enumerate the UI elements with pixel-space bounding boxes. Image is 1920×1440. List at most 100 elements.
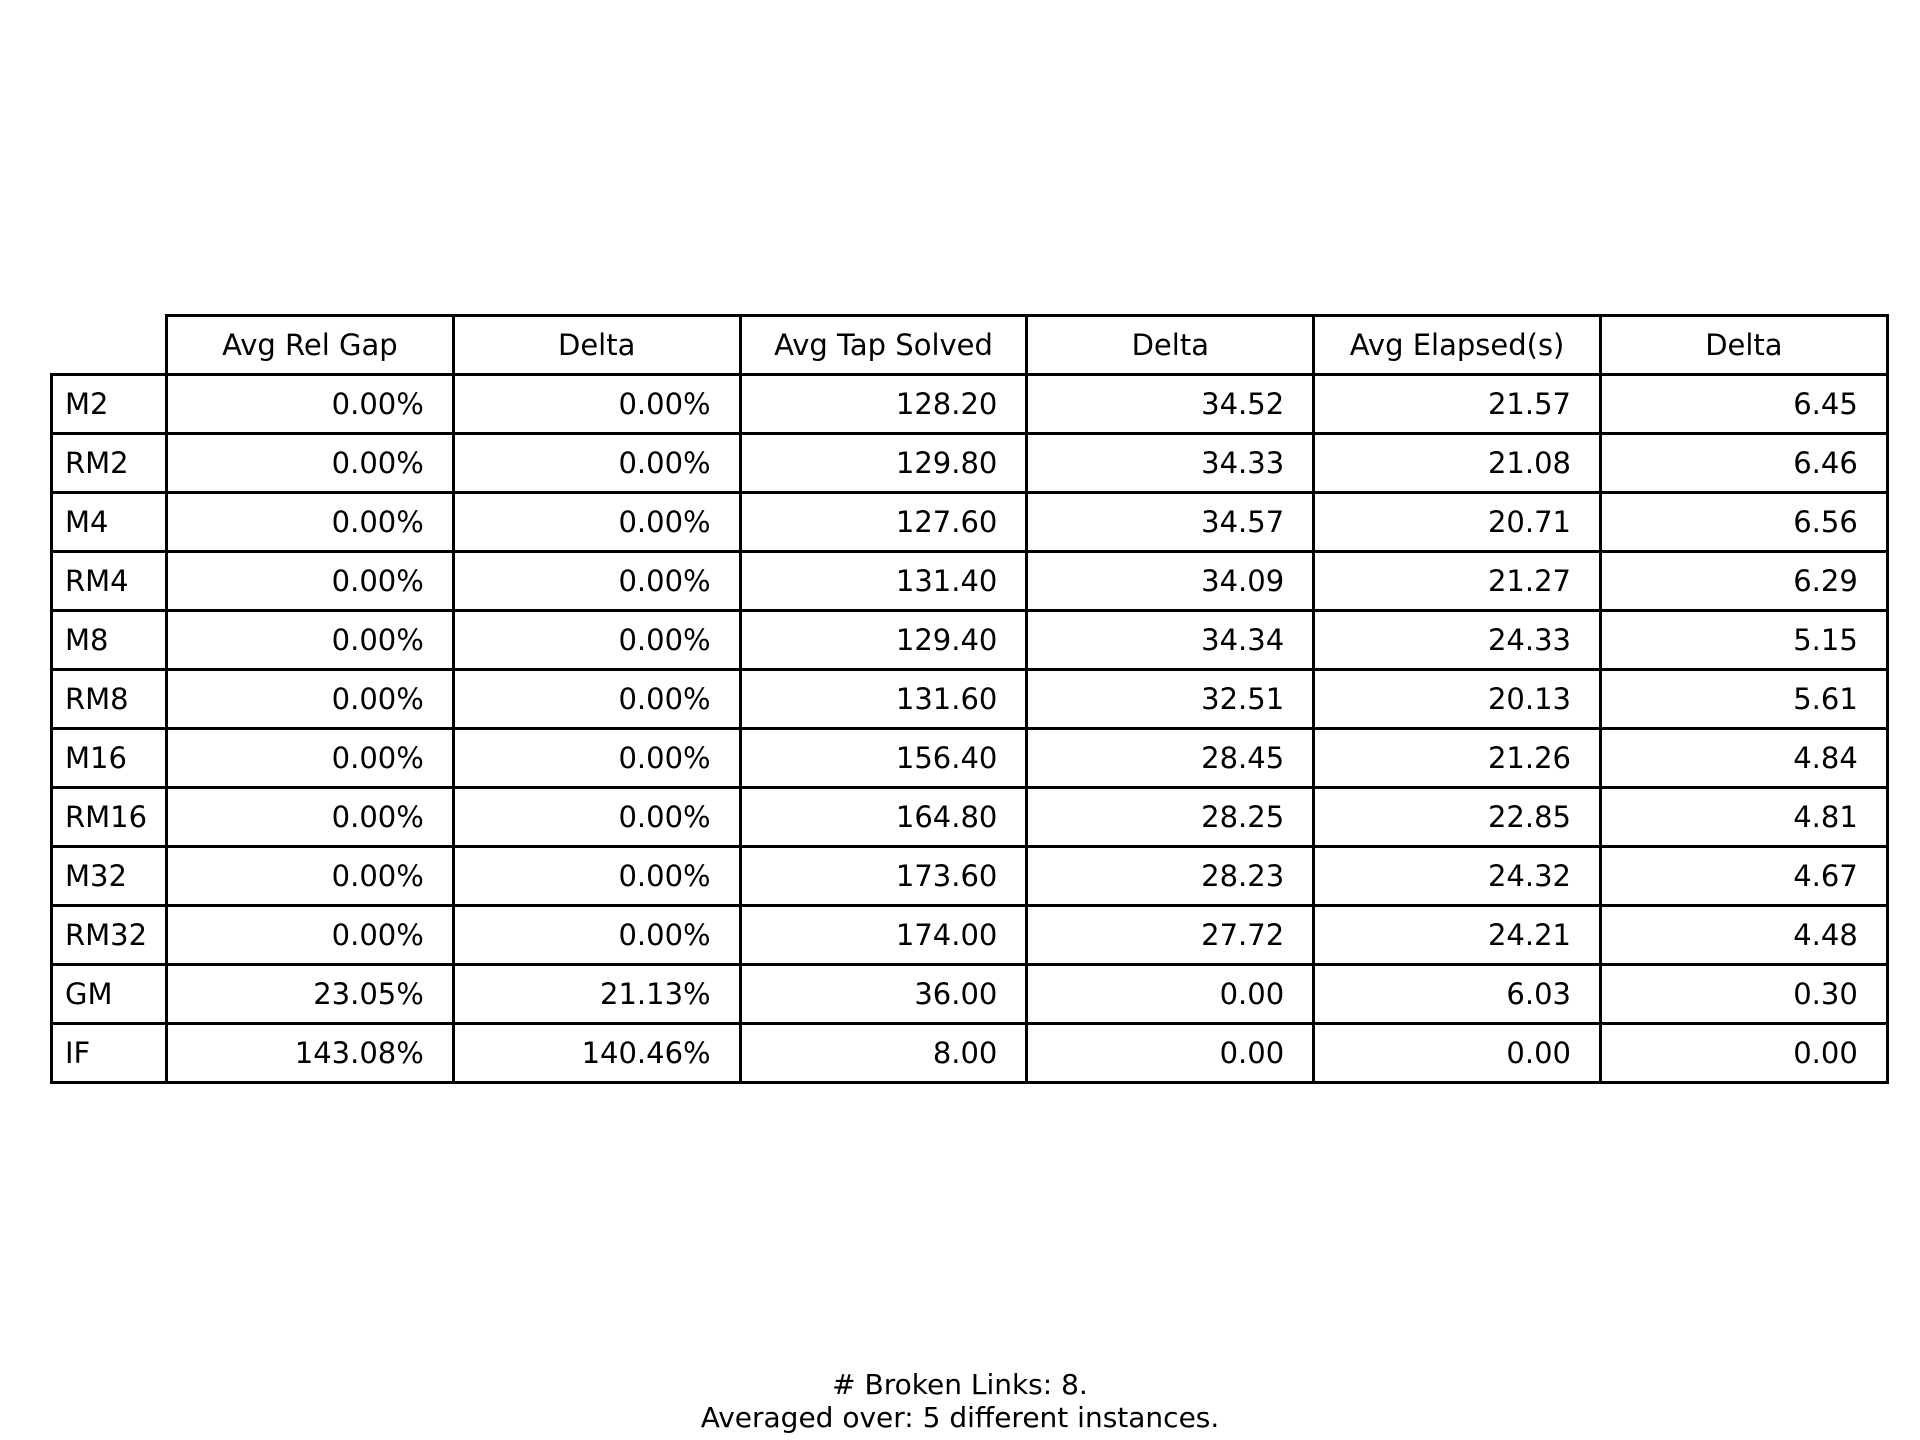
table-row: IF 143.08% 140.46% 8.00 0.00 0.00 0.00 (50, 1022, 1889, 1084)
header-avg-elapsed: Avg Elapsed(s) (1312, 314, 1602, 376)
cell-delta-rel-gap: 0.00% (451, 904, 742, 966)
cell-avg-tap-solved: 129.80 (738, 432, 1029, 494)
cell-delta-elapsed: 6.45 (1598, 373, 1889, 435)
cell-delta-elapsed: 6.29 (1598, 550, 1889, 612)
cell-delta-elapsed: 4.67 (1598, 845, 1889, 907)
cell-delta-rel-gap: 140.46% (451, 1022, 742, 1084)
cell-avg-tap-solved: 131.40 (738, 550, 1029, 612)
cell-delta-rel-gap: 0.00% (451, 845, 742, 907)
table-row: RM4 0.00% 0.00% 131.40 34.09 21.27 6.29 (50, 550, 1889, 612)
cell-delta-tap-solved: 0.00 (1025, 1022, 1316, 1084)
table-row: M32 0.00% 0.00% 173.60 28.23 24.32 4.67 (50, 845, 1889, 907)
table-row: RM32 0.00% 0.00% 174.00 27.72 24.21 4.48 (50, 904, 1889, 966)
cell-avg-rel-gap: 0.00% (165, 550, 455, 612)
cell-delta-elapsed: 4.48 (1598, 904, 1889, 966)
cell-avg-rel-gap: 23.05% (165, 963, 455, 1025)
row-label-cell: RM8 (50, 668, 168, 730)
table-row: M16 0.00% 0.00% 156.40 28.45 21.26 4.84 (50, 727, 1889, 789)
table-row: M4 0.00% 0.00% 127.60 34.57 20.71 6.56 (50, 491, 1889, 553)
header-delta-rel-gap: Delta (451, 314, 742, 376)
table-footer: # Broken Links: 8. Averaged over: 5 diff… (0, 1368, 1920, 1434)
cell-delta-rel-gap: 0.00% (451, 609, 742, 671)
results-table-container: Avg Rel Gap Delta Avg Tap Solved Delta A… (50, 314, 1889, 1084)
cell-avg-elapsed: 24.21 (1312, 904, 1602, 966)
cell-delta-tap-solved: 28.25 (1025, 786, 1316, 848)
cell-delta-rel-gap: 0.00% (451, 668, 742, 730)
row-label-cell: RM32 (50, 904, 168, 966)
cell-avg-rel-gap: 0.00% (165, 609, 455, 671)
cell-avg-rel-gap: 0.00% (165, 727, 455, 789)
cell-avg-tap-solved: 127.60 (738, 491, 1029, 553)
cell-delta-tap-solved: 28.45 (1025, 727, 1316, 789)
cell-delta-tap-solved: 34.34 (1025, 609, 1316, 671)
cell-delta-elapsed: 5.15 (1598, 609, 1889, 671)
table-body: M2 0.00% 0.00% 128.20 34.52 21.57 6.45 RM2 0.00%… (50, 373, 1889, 1084)
cell-delta-rel-gap: 21.13% (451, 963, 742, 1025)
row-label-cell: M32 (50, 845, 168, 907)
row-label-cell: M2 (50, 373, 168, 435)
header-delta-elapsed: Delta (1598, 314, 1889, 376)
table-row: M8 0.00% 0.00% 129.40 34.34 24.33 5.15 (50, 609, 1889, 671)
table-header-row: Avg Rel Gap Delta Avg Tap Solved Delta A… (51, 314, 1889, 376)
cell-avg-tap-solved: 156.40 (738, 727, 1029, 789)
cell-avg-tap-solved: 173.60 (738, 845, 1029, 907)
table-row: RM2 0.00% 0.00% 129.80 34.33 21.08 6.46 (50, 432, 1889, 494)
cell-delta-tap-solved: 34.52 (1025, 373, 1316, 435)
row-label-cell: GM (50, 963, 168, 1025)
row-label-cell: M8 (50, 609, 168, 671)
cell-avg-elapsed: 21.08 (1312, 432, 1602, 494)
cell-delta-elapsed: 5.61 (1598, 668, 1889, 730)
table-row: RM8 0.00% 0.00% 131.60 32.51 20.13 5.61 (50, 668, 1889, 730)
cell-avg-tap-solved: 36.00 (738, 963, 1029, 1025)
cell-avg-elapsed: 21.57 (1312, 373, 1602, 435)
row-label-cell: M16 (50, 727, 168, 789)
cell-delta-tap-solved: 0.00 (1025, 963, 1316, 1025)
cell-avg-elapsed: 22.85 (1312, 786, 1602, 848)
cell-delta-elapsed: 4.81 (1598, 786, 1889, 848)
cell-avg-tap-solved: 8.00 (738, 1022, 1029, 1084)
cell-delta-tap-solved: 32.51 (1025, 668, 1316, 730)
cell-avg-rel-gap: 0.00% (165, 491, 455, 553)
cell-delta-rel-gap: 0.00% (451, 432, 742, 494)
cell-avg-rel-gap: 0.00% (165, 904, 455, 966)
cell-avg-elapsed: 24.33 (1312, 609, 1602, 671)
cell-avg-elapsed: 20.13 (1312, 668, 1602, 730)
cell-avg-tap-solved: 131.60 (738, 668, 1029, 730)
cell-avg-elapsed: 24.32 (1312, 845, 1602, 907)
table-row: M2 0.00% 0.00% 128.20 34.52 21.57 6.45 (50, 373, 1889, 435)
cell-avg-rel-gap: 0.00% (165, 845, 455, 907)
results-table: Avg Rel Gap Delta Avg Tap Solved Delta A… (50, 314, 1889, 1084)
cell-delta-elapsed: 0.00 (1598, 1022, 1889, 1084)
cell-avg-rel-gap: 143.08% (165, 1022, 455, 1084)
cell-delta-elapsed: 4.84 (1598, 727, 1889, 789)
cell-avg-elapsed: 6.03 (1312, 963, 1602, 1025)
cell-delta-rel-gap: 0.00% (451, 491, 742, 553)
row-label-cell: RM4 (50, 550, 168, 612)
cell-avg-tap-solved: 164.80 (738, 786, 1029, 848)
averaged-over-note: Averaged over: 5 different instances. (700, 1401, 1220, 1434)
broken-links-note: # Broken Links: 8. (832, 1368, 1088, 1401)
row-label-cell: IF (50, 1022, 168, 1084)
table-row: RM16 0.00% 0.00% 164.80 28.25 22.85 4.81 (50, 786, 1889, 848)
cell-delta-elapsed: 0.30 (1598, 963, 1889, 1025)
cell-delta-rel-gap: 0.00% (451, 786, 742, 848)
cell-avg-rel-gap: 0.00% (165, 373, 455, 435)
cell-delta-elapsed: 6.56 (1598, 491, 1889, 553)
row-label-cell: RM16 (50, 786, 168, 848)
header-avg-rel-gap: Avg Rel Gap (165, 314, 455, 376)
row-label-cell: RM2 (50, 432, 168, 494)
cell-delta-tap-solved: 27.72 (1025, 904, 1316, 966)
cell-avg-elapsed: 21.26 (1312, 727, 1602, 789)
header-avg-tap-solved: Avg Tap Solved (738, 314, 1029, 376)
cell-delta-tap-solved: 28.23 (1025, 845, 1316, 907)
cell-avg-tap-solved: 174.00 (738, 904, 1029, 966)
cell-delta-tap-solved: 34.09 (1025, 550, 1316, 612)
header-delta-tap-solved: Delta (1025, 314, 1316, 376)
cell-avg-rel-gap: 0.00% (165, 432, 455, 494)
cell-delta-tap-solved: 34.57 (1025, 491, 1316, 553)
row-label-cell: M4 (50, 491, 168, 553)
cell-avg-elapsed: 20.71 (1312, 491, 1602, 553)
cell-avg-tap-solved: 129.40 (738, 609, 1029, 671)
cell-delta-elapsed: 6.46 (1598, 432, 1889, 494)
cell-avg-rel-gap: 0.00% (165, 668, 455, 730)
